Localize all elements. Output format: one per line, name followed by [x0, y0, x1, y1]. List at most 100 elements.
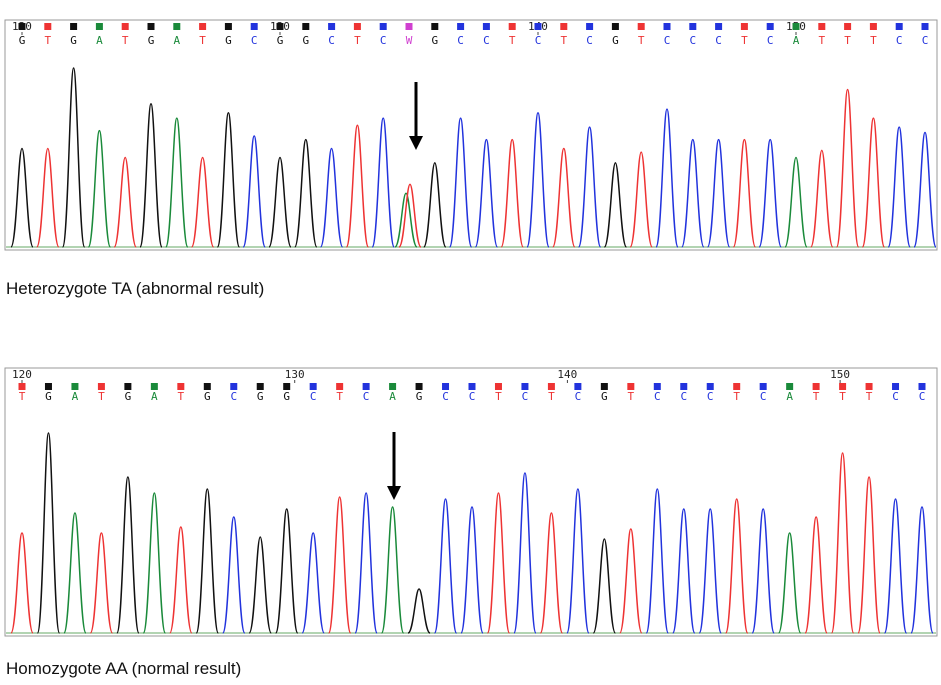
base-call: A — [96, 34, 103, 47]
base-marker — [283, 383, 291, 390]
trace-peak — [857, 476, 881, 634]
base-marker — [353, 23, 361, 30]
trace-peak — [861, 117, 886, 248]
base-call: T — [98, 390, 105, 403]
base-marker — [95, 23, 103, 30]
base-call: G — [416, 390, 423, 403]
base-call: G — [125, 390, 132, 403]
base-call: G — [225, 34, 232, 47]
base-marker — [766, 23, 774, 30]
trace-peak — [777, 532, 802, 634]
base-marker — [637, 23, 645, 30]
trace-peak — [10, 147, 34, 248]
trace-peak — [327, 496, 352, 634]
base-call: T — [548, 390, 555, 403]
arrow — [409, 82, 423, 150]
base-call: A — [72, 390, 79, 403]
trace-peak — [10, 532, 34, 634]
base-marker — [18, 383, 26, 390]
base-call: C — [680, 390, 687, 403]
base-call: C — [922, 34, 929, 47]
trace-peak — [195, 488, 220, 634]
trace-peak — [222, 516, 246, 634]
trace-peak — [268, 156, 292, 248]
base-call: T — [844, 34, 851, 47]
base-marker — [389, 383, 397, 390]
caption: Heterozygote TA (abnormal result) — [6, 279, 264, 298]
trace-peak — [407, 588, 431, 634]
arrow — [387, 432, 401, 500]
base-call: C — [522, 390, 529, 403]
base-call: C — [442, 390, 449, 403]
base-call: C — [892, 390, 899, 403]
base-marker — [706, 383, 714, 390]
trace-peak — [474, 138, 499, 248]
trace-peak — [698, 508, 722, 634]
base-marker — [759, 383, 767, 390]
base-marker — [895, 23, 903, 30]
base-marker — [224, 23, 232, 30]
base-call: G — [257, 390, 264, 403]
trace-peak — [169, 526, 193, 634]
trace-peak — [87, 129, 112, 248]
trace-peak — [758, 138, 782, 248]
position-label: 140 — [557, 368, 577, 381]
base-call: C — [363, 390, 370, 403]
trace-peak — [645, 488, 670, 634]
trace-peak — [61, 67, 86, 248]
base-call: G — [19, 34, 26, 47]
trace-peak — [242, 135, 266, 248]
base-call: T — [839, 390, 846, 403]
base-marker — [680, 383, 688, 390]
base-call: C — [689, 34, 696, 47]
base-call: T — [628, 390, 635, 403]
base-call: C — [760, 390, 767, 403]
trace-peak — [539, 512, 564, 634]
trace-peak — [887, 126, 911, 248]
base-marker — [586, 23, 594, 30]
base-call: C — [654, 390, 661, 403]
base-call: G — [277, 34, 284, 47]
trace-peak — [113, 156, 137, 248]
base-call: G — [148, 34, 155, 47]
trace-peak — [706, 138, 731, 248]
base-marker — [844, 23, 852, 30]
base-call: T — [44, 34, 51, 47]
base-marker — [173, 23, 181, 30]
trace-peak — [655, 108, 679, 248]
trace-peak — [433, 498, 458, 634]
trace-peak — [319, 147, 344, 248]
base-marker — [689, 23, 697, 30]
base-call: G — [45, 390, 52, 403]
trace-peak — [883, 498, 908, 634]
base-call: T — [638, 34, 645, 47]
trace-peak — [577, 126, 602, 248]
base-call: C — [230, 390, 237, 403]
trace-peak — [751, 508, 775, 634]
base-call: G — [204, 390, 211, 403]
trace-peak — [629, 151, 653, 248]
trace-peak — [448, 117, 473, 248]
base-call: A — [793, 34, 800, 47]
trace-peak — [216, 111, 241, 248]
base-call: G — [431, 34, 438, 47]
base-marker — [97, 383, 105, 390]
base-call: C — [586, 34, 593, 47]
base-call: T — [813, 390, 820, 403]
trace-peak — [910, 506, 934, 634]
trace-peak — [810, 149, 834, 248]
position-label: 130 — [285, 368, 305, 381]
panel-frame — [4, 19, 938, 251]
base-call: C — [328, 34, 335, 47]
base-marker — [792, 23, 800, 30]
base-call: T — [122, 34, 129, 47]
base-marker — [611, 23, 619, 30]
base-call: G — [70, 34, 77, 47]
base-marker — [921, 23, 929, 30]
base-call: T — [354, 34, 361, 47]
base-marker — [44, 383, 52, 390]
base-marker — [415, 383, 423, 390]
base-call: T — [866, 390, 873, 403]
base-marker — [121, 23, 129, 30]
